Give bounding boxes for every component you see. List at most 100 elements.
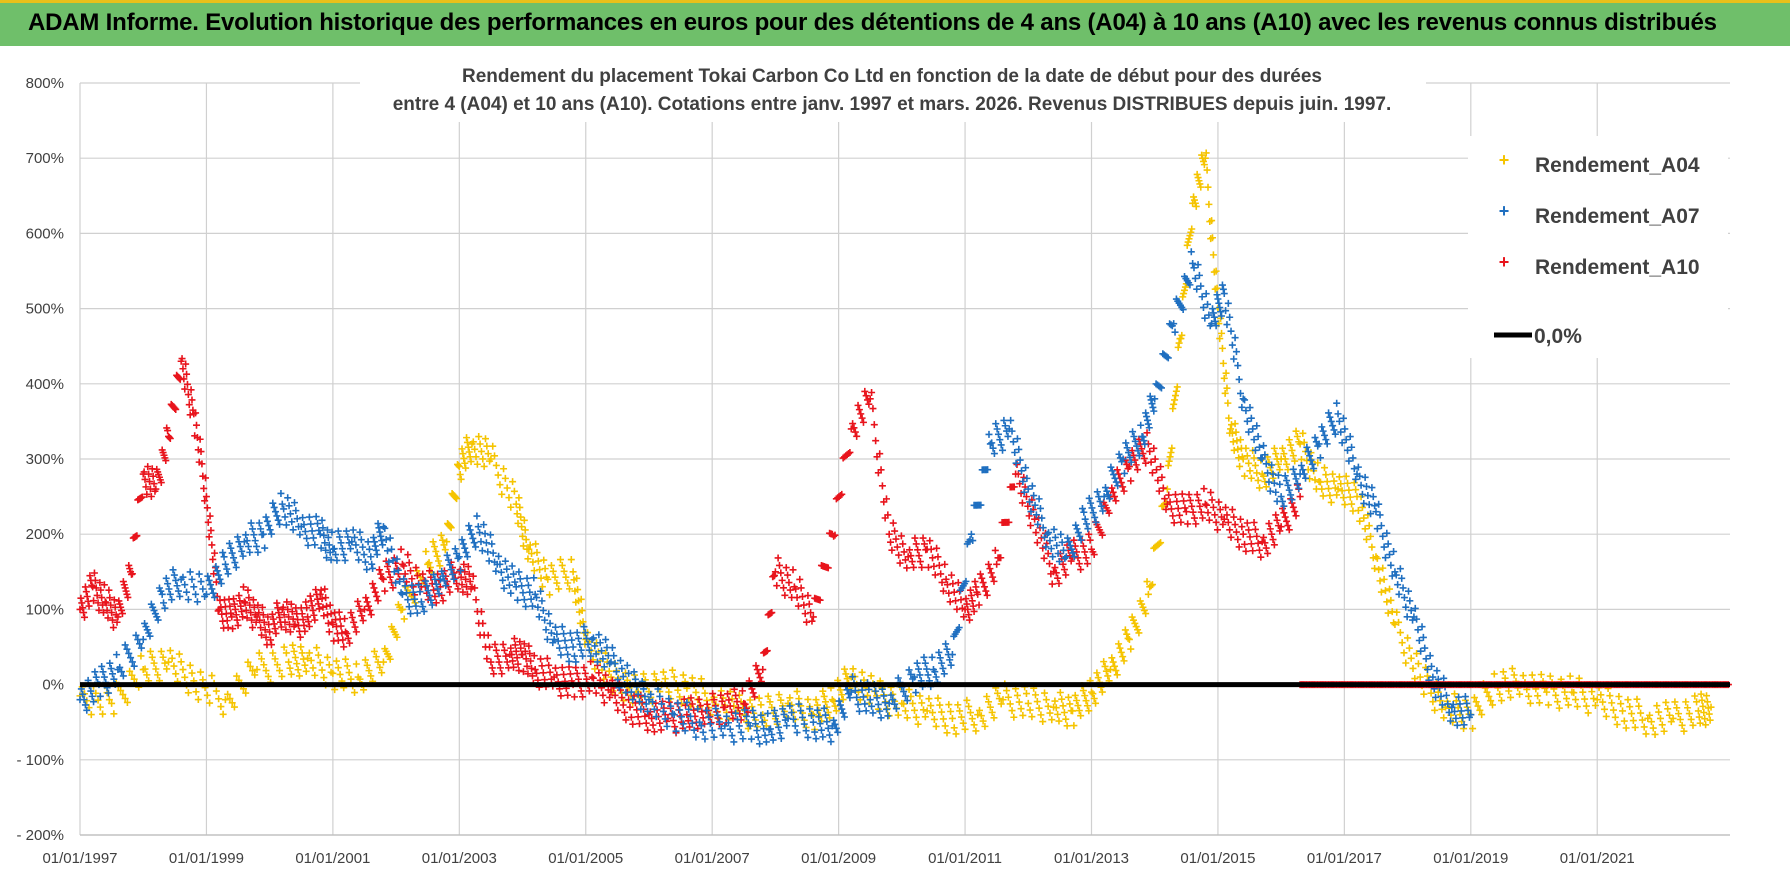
data-point [78,599,86,607]
data-point [99,609,107,617]
data-point [282,626,290,634]
data-point [1247,540,1255,548]
data-point [1132,461,1140,469]
data-point [1534,692,1542,700]
data-point [1241,540,1249,548]
data-point [1260,472,1268,480]
data-point [496,481,504,489]
data-point [149,603,157,611]
data-point [1687,715,1695,723]
data-point [1223,321,1231,329]
data-point [465,522,473,530]
data-point [1411,604,1419,612]
data-point [1253,532,1261,540]
data-point [1283,517,1291,525]
data-point [290,647,298,655]
data-point [1368,484,1376,492]
data-point [147,493,155,501]
data-point [162,457,170,465]
data-point [342,655,350,663]
data-point [1269,536,1277,544]
data-point [804,733,812,741]
data-point [564,691,572,699]
data-point [1106,666,1114,674]
data-point [1254,433,1262,441]
data-point [1138,445,1146,453]
data-point [1610,706,1617,714]
data-point [768,731,776,739]
data-point [182,360,190,368]
data-point [606,693,614,701]
data-point [1367,510,1375,518]
data-point [151,610,159,618]
data-point [1115,450,1123,458]
data-point [845,450,853,458]
data-point [469,438,477,446]
data-point [1134,626,1142,634]
data-point [1100,493,1108,501]
data-point [274,516,282,524]
data-point [466,577,474,585]
data-point [1071,691,1079,699]
data-point [1054,710,1062,718]
data-point [1280,502,1288,510]
data-point [1205,200,1213,208]
data-point [1213,526,1221,534]
data-point [1419,633,1427,641]
data-point [938,578,946,586]
data-point [1395,590,1403,598]
data-point [543,654,551,662]
data-point [449,570,457,578]
data-point [809,613,817,621]
data-point [515,667,523,675]
data-point [560,567,568,575]
data-point [1297,461,1305,469]
data-point [397,545,405,553]
data-point [1535,699,1543,707]
data-point [1215,299,1223,307]
data-point [1371,564,1379,572]
data-point [124,593,132,601]
data-point [1360,499,1368,507]
data-point [438,567,446,575]
data-point [297,643,305,651]
data-point [1204,183,1212,191]
x-tick-label: 01/01/2009 [801,850,876,867]
data-point [1277,523,1285,531]
data-point [272,629,280,637]
data-point [1026,498,1034,506]
data-point [1376,577,1384,585]
chart-title-line2: entre 4 (A04) et 10 ans (A10). Cotations… [393,94,1392,115]
data-point [1009,438,1017,446]
data-point [1131,456,1139,464]
data-point [538,597,546,605]
data-point [311,671,319,679]
data-point [307,520,315,528]
data-point [1093,669,1101,677]
data-point [1697,690,1705,698]
data-point [1062,553,1070,561]
data-point [791,722,799,730]
data-point [1126,453,1134,461]
data-point [1012,459,1020,467]
data-point [284,605,292,613]
data-point [1216,304,1224,312]
data-point [1237,436,1245,444]
data-point [558,664,566,672]
data-point [539,669,547,677]
data-point [1202,290,1210,298]
data-point [634,690,642,698]
data-point [457,573,465,581]
data-point [211,549,219,557]
data-point [396,577,404,585]
data-point [924,563,932,571]
data-point [967,530,975,538]
data-point [589,674,597,682]
data-point [1464,706,1472,714]
data-point [1216,506,1224,514]
data-point [316,530,324,538]
data-point [1403,613,1411,621]
data-point [1213,284,1221,292]
data-point [472,596,480,604]
data-point [765,726,773,734]
